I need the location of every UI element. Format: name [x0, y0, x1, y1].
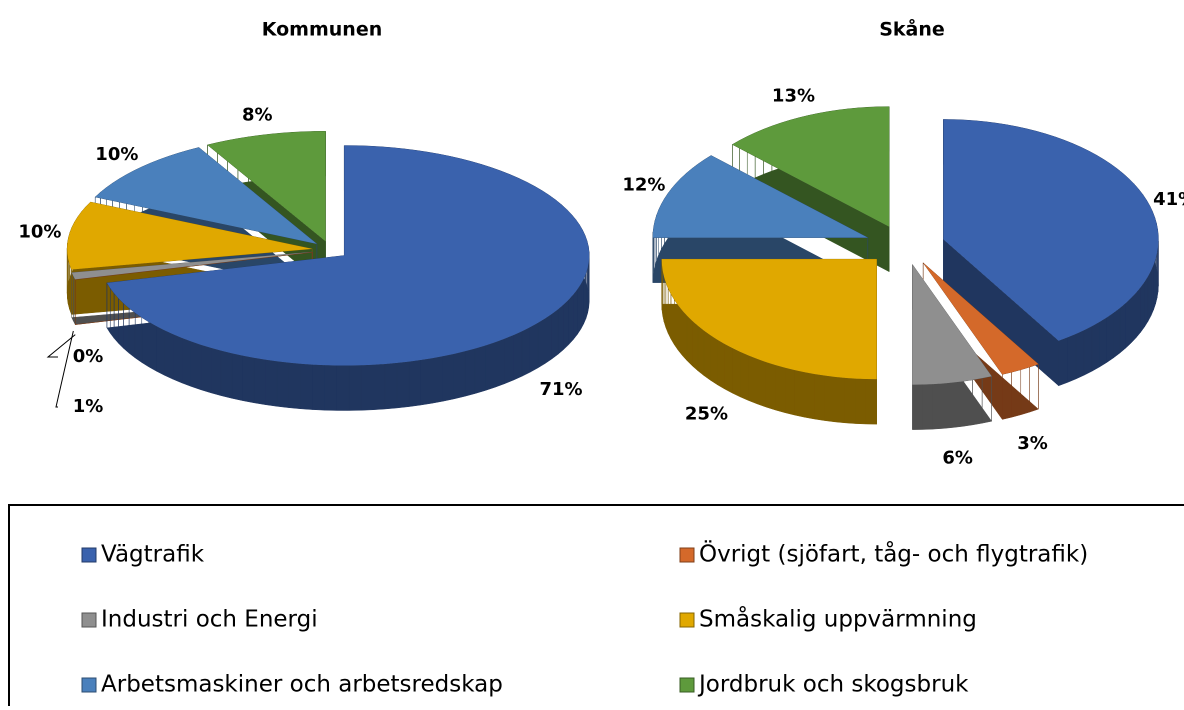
- data-label: 1%: [73, 396, 104, 417]
- data-label: 25%: [685, 403, 728, 424]
- data-label: 41%: [1153, 189, 1184, 210]
- leader-line: [46, 334, 76, 358]
- data-label: 3%: [1017, 433, 1048, 454]
- slice: [106, 145, 590, 366]
- data-label: 6%: [942, 448, 973, 469]
- slice: [67, 202, 313, 270]
- legend-box: [8, 504, 1184, 710]
- legend-label: Jordbruk och skogsbruk: [697, 672, 969, 698]
- data-label: 8%: [242, 105, 273, 126]
- legend-swatch: [679, 612, 695, 628]
- data-label: 13%: [772, 86, 815, 107]
- data-label: 10%: [95, 144, 138, 165]
- slice: [732, 106, 890, 227]
- chart-title: Skåne: [879, 17, 945, 41]
- legend-label: Arbetsmaskiner och arbetsredskap: [101, 672, 503, 698]
- legend-swatch: [81, 547, 97, 563]
- slice: [912, 264, 992, 385]
- legend-swatch: [679, 547, 695, 563]
- data-label: 71%: [539, 379, 582, 400]
- chart-title: Kommunen: [262, 19, 383, 41]
- slice: [923, 262, 1039, 375]
- data-label: 10%: [18, 222, 61, 243]
- slice: [943, 119, 1159, 341]
- slice: [71, 251, 313, 280]
- slice: [207, 131, 326, 242]
- legend-swatch: [81, 612, 97, 628]
- legend-label: Industri och Energi: [101, 607, 318, 633]
- legend-label: Småskalig uppvärmning: [699, 605, 977, 633]
- legend-label: Vägtrafik: [101, 542, 205, 568]
- legend-label: Övrigt (sjöfart, tåg- och flygtrafik): [699, 540, 1088, 568]
- slice: [652, 155, 868, 238]
- slice-side: [75, 251, 313, 325]
- slice: [95, 147, 317, 244]
- slice: [661, 259, 877, 380]
- data-label: 12%: [622, 175, 665, 196]
- legend-swatch: [679, 677, 695, 693]
- legend-swatch: [81, 677, 97, 693]
- leader-line: [55, 330, 74, 408]
- data-label: 0%: [73, 346, 104, 367]
